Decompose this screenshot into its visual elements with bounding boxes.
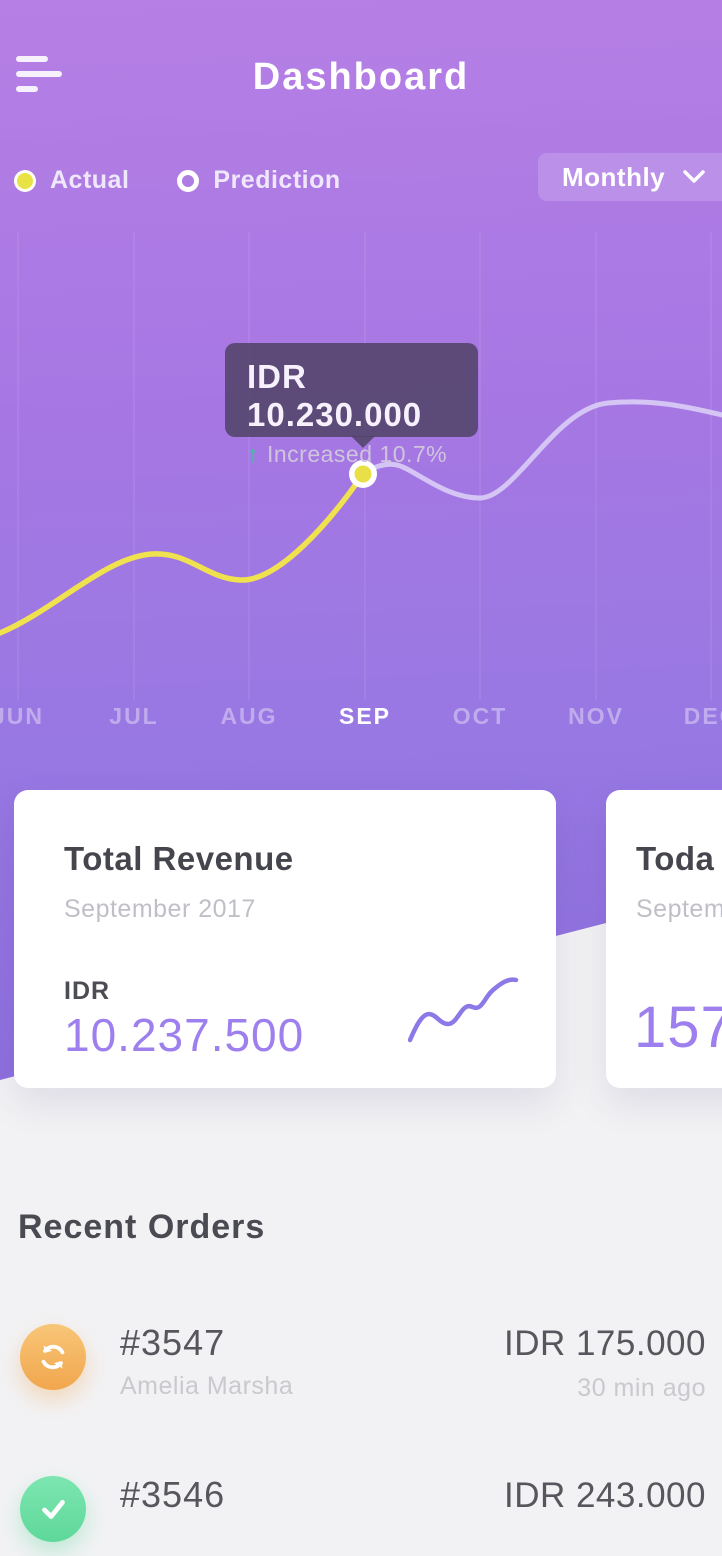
revenue-card-subtitle: September 2017 — [64, 895, 256, 923]
chart-tooltip: IDR 10.230.000 ↑ Increased 10.7% — [225, 343, 478, 467]
order-row-3546[interactable]: #3546 IDR 243.000 — [20, 1474, 706, 1556]
month-tick-jul[interactable]: JUL — [109, 703, 159, 729]
legend-item-actual[interactable]: Actual — [14, 166, 129, 195]
order-customer: Amelia Marsha — [120, 1372, 294, 1400]
highlight-point — [354, 465, 372, 483]
month-tick-nov[interactable]: NOV — [568, 703, 624, 729]
today-value: 157 — [634, 995, 722, 1060]
month-tick-sep-active[interactable]: SEP — [338, 703, 392, 729]
month-tick-dec[interactable]: DEC — [683, 703, 722, 729]
legend-actual-label: Actual — [50, 166, 130, 194]
prediction-line — [360, 399, 722, 501]
recent-orders-title: Recent Orders — [18, 1208, 266, 1246]
chart-legend: Actual Prediction — [14, 166, 341, 195]
gridline — [133, 232, 135, 700]
total-revenue-card[interactable]: Total Revenue September 2017 IDR 10.237.… — [14, 790, 556, 1088]
order-amount: IDR 243.000 — [503, 1476, 706, 1515]
legend-prediction-label: Prediction — [213, 166, 341, 194]
actual-line — [0, 471, 366, 636]
refresh-icon — [20, 1324, 86, 1390]
gridline — [479, 232, 481, 700]
page-title: Dashboard — [252, 56, 470, 98]
period-selected-label: Monthly — [562, 161, 666, 192]
tooltip-change: ↑ Increased 10.7% — [247, 441, 478, 468]
revenue-value: 10.237.500 — [64, 1009, 305, 1061]
order-time: 30 min ago — [577, 1374, 706, 1402]
order-id: #3546 — [120, 1474, 226, 1515]
hamburger-bar — [16, 71, 62, 77]
period-dropdown[interactable]: Monthly — [538, 153, 722, 201]
gridline — [17, 232, 19, 700]
gridline — [710, 232, 712, 700]
prediction-dot-icon — [177, 169, 200, 192]
month-tick-aug[interactable]: AUG — [220, 703, 278, 729]
month-tick-jun[interactable]: JUN — [0, 703, 45, 729]
order-id: #3547 — [120, 1322, 226, 1363]
revenue-line-chart — [0, 399, 722, 636]
month-tick-oct[interactable]: OCT — [452, 703, 508, 729]
hamburger-bar — [16, 86, 38, 92]
actual-dot-icon — [14, 169, 36, 192]
chevron-down-icon — [683, 170, 705, 183]
revenue-card-title: Total Revenue — [64, 840, 294, 877]
hamburger-menu-icon[interactable] — [16, 56, 64, 104]
check-icon — [20, 1476, 86, 1542]
sparkline-up-icon — [408, 977, 519, 1043]
hamburger-bar — [16, 56, 48, 62]
order-amount: IDR 175.000 — [503, 1324, 706, 1363]
today-card-title: Toda — [636, 840, 715, 877]
gridline — [595, 232, 597, 700]
tooltip-value: IDR 10.230.000 — [247, 358, 423, 433]
today-order-card[interactable]: Toda Septem 157 — [606, 790, 722, 1088]
today-card-subtitle: Septem — [636, 895, 722, 923]
revenue-currency-label: IDR — [64, 977, 111, 1005]
increase-arrow-icon: ↑ — [247, 441, 259, 467]
gridline — [248, 232, 250, 700]
order-row-3547[interactable]: #3547 Amelia Marsha IDR 175.000 30 min a… — [20, 1322, 706, 1404]
tooltip-change-text: Increased 10.7% — [267, 441, 448, 467]
legend-item-prediction[interactable]: Prediction — [177, 166, 340, 195]
